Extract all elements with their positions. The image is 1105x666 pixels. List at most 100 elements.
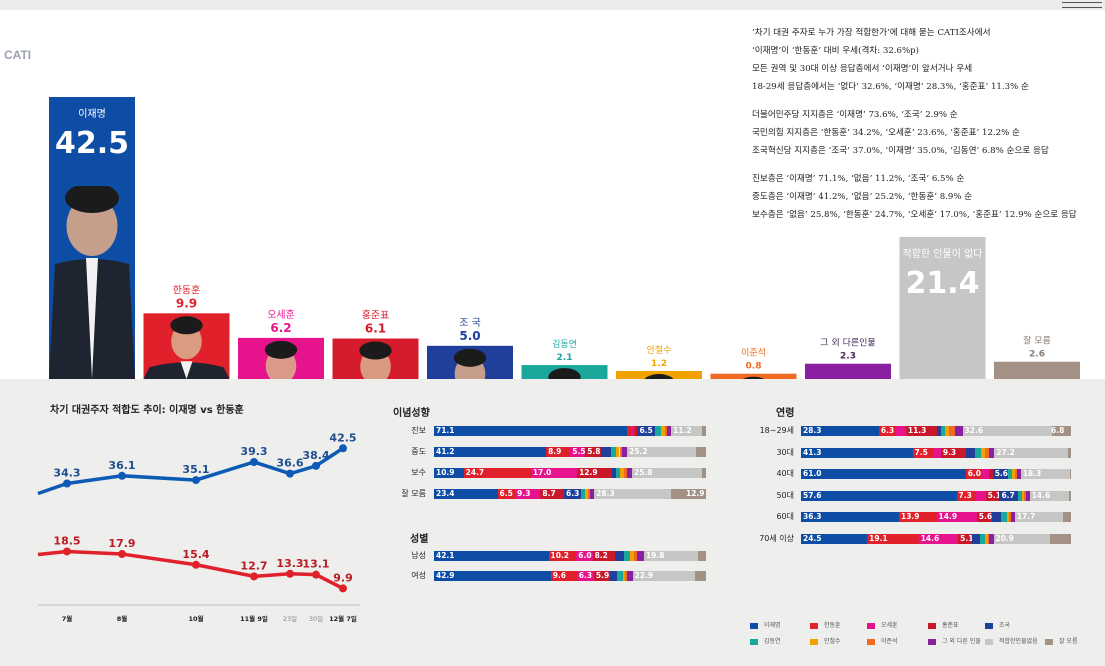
point-label: 15.4	[182, 548, 209, 561]
bar-category-label: 오세훈	[267, 308, 295, 321]
point-label: 17.9	[108, 537, 135, 550]
stack-segment	[949, 426, 955, 436]
stack-segment	[434, 551, 549, 561]
stack-segment	[614, 551, 625, 561]
stack-segment	[1014, 512, 1063, 522]
stack-segment	[918, 533, 959, 544]
legend-swatch	[867, 622, 875, 629]
stack-segment	[1014, 469, 1017, 479]
bar-category-label: 조 국	[459, 317, 481, 329]
stack-segment	[577, 468, 613, 478]
stack-segment	[801, 469, 966, 479]
series-point	[63, 479, 71, 488]
segment-label: 11.3	[907, 426, 927, 435]
stack-segment	[625, 571, 628, 581]
stack-segment	[988, 533, 990, 544]
stack-segment	[627, 426, 632, 436]
point-label: 42.5	[329, 431, 356, 444]
stack-segment	[643, 551, 698, 561]
stack-segment	[1017, 490, 1022, 501]
stack-segment	[564, 489, 582, 499]
legend-item: 이재명	[750, 620, 781, 629]
bar-9	[899, 237, 986, 379]
legend-label: 홍준표	[942, 622, 959, 629]
stack-segment	[988, 469, 993, 479]
row-label: 보수	[411, 468, 426, 477]
segment-label: 5.5	[572, 447, 586, 456]
stack-segment	[612, 468, 617, 478]
note-line: ‘이재명’이 ‘한동훈’ 대비 우세(격차: 32.6%p)	[752, 46, 920, 56]
stack-segment	[980, 533, 986, 544]
segment-label: 5.1	[960, 533, 974, 543]
stack-segment	[667, 426, 672, 436]
series-point	[312, 461, 320, 470]
series-point	[339, 584, 347, 593]
segment-label: 17.0	[532, 468, 552, 477]
segment-label: 41.3	[803, 447, 822, 457]
row-label: 60대	[776, 512, 794, 521]
stack-segment	[540, 489, 565, 499]
segment-label: 6.3	[880, 426, 895, 435]
point-label: 9.9	[333, 571, 353, 584]
segment-label: 17.7	[1016, 512, 1036, 521]
legend-label: 오세훈	[881, 622, 898, 629]
stack-segment	[587, 489, 591, 499]
stack-segment	[637, 426, 656, 436]
legend-swatch	[928, 622, 936, 629]
segment-label: 5.6	[994, 469, 1008, 478]
segment-label: 8.2	[594, 551, 608, 560]
stack-segment	[801, 512, 899, 522]
stack-segment	[593, 571, 610, 581]
stack-segment	[624, 468, 627, 478]
point-label: 38.4	[302, 449, 329, 462]
bar-value-label: 42.5	[55, 126, 129, 161]
segment-label: 10.2	[550, 551, 570, 560]
legend-swatch	[750, 638, 758, 645]
stack-segment	[463, 468, 531, 478]
stack-segment	[1070, 469, 1071, 479]
stack-segment	[1020, 469, 1071, 479]
note-line: 보수층은 ‘없음’ 25.8%, ‘한동훈’ 24.7%, ‘오세훈’ 17.0…	[752, 210, 1077, 220]
stack-segment	[616, 571, 623, 581]
stack-segment	[994, 447, 1068, 458]
stack-segment	[702, 468, 706, 478]
segment-label: 14.9	[938, 512, 958, 521]
point-label: 18.5	[53, 534, 80, 547]
series-point	[286, 469, 294, 478]
legend-label: 이준석	[881, 638, 898, 645]
segment-label: 9.3	[942, 447, 957, 457]
stack-segment	[548, 551, 577, 561]
segment-label: 11.2	[673, 426, 692, 435]
stack-segment	[899, 512, 937, 522]
stack-segment	[697, 551, 706, 561]
stack-segment	[801, 490, 957, 501]
bar-10	[994, 361, 1080, 379]
legend-item: 김동연	[750, 636, 781, 645]
series-point	[312, 570, 320, 579]
bar-7	[710, 373, 797, 379]
segment-label: 14.6	[920, 533, 940, 543]
series-point	[250, 572, 258, 581]
stack-segment	[576, 571, 594, 581]
bar-category-label: 안철수	[647, 345, 672, 356]
trend-line-chart: 차기 대권주자 적합도 추이: 이재명 vs 한동훈 34.3 36.1 35.1 39…	[37, 403, 360, 623]
stack-segment	[550, 571, 577, 581]
stack-segment	[975, 447, 981, 458]
legend-label: 잘 모름	[1059, 638, 1078, 645]
stack-segment	[592, 551, 615, 561]
bar-category-label: 그 외 다른인물	[820, 337, 875, 349]
stack-segment	[590, 489, 595, 499]
note-line: 조국혁신당 지지층은 ‘조국’ 37.0%, ‘이재명’ 35.0%, ‘김동연…	[752, 146, 1049, 156]
stack-segment	[801, 447, 913, 458]
stack-segment	[1052, 426, 1071, 436]
stack-segment	[989, 533, 994, 544]
stack-segment	[1010, 512, 1015, 522]
stack-segment	[660, 426, 665, 436]
bar-category-label: 이재명	[78, 108, 106, 120]
stack-segment	[878, 426, 897, 436]
bar-value-label: 1.2	[651, 359, 667, 369]
segment-label: 5.1	[987, 490, 1001, 500]
legend-swatch	[750, 622, 758, 629]
legend-item: 조국	[985, 620, 1010, 629]
